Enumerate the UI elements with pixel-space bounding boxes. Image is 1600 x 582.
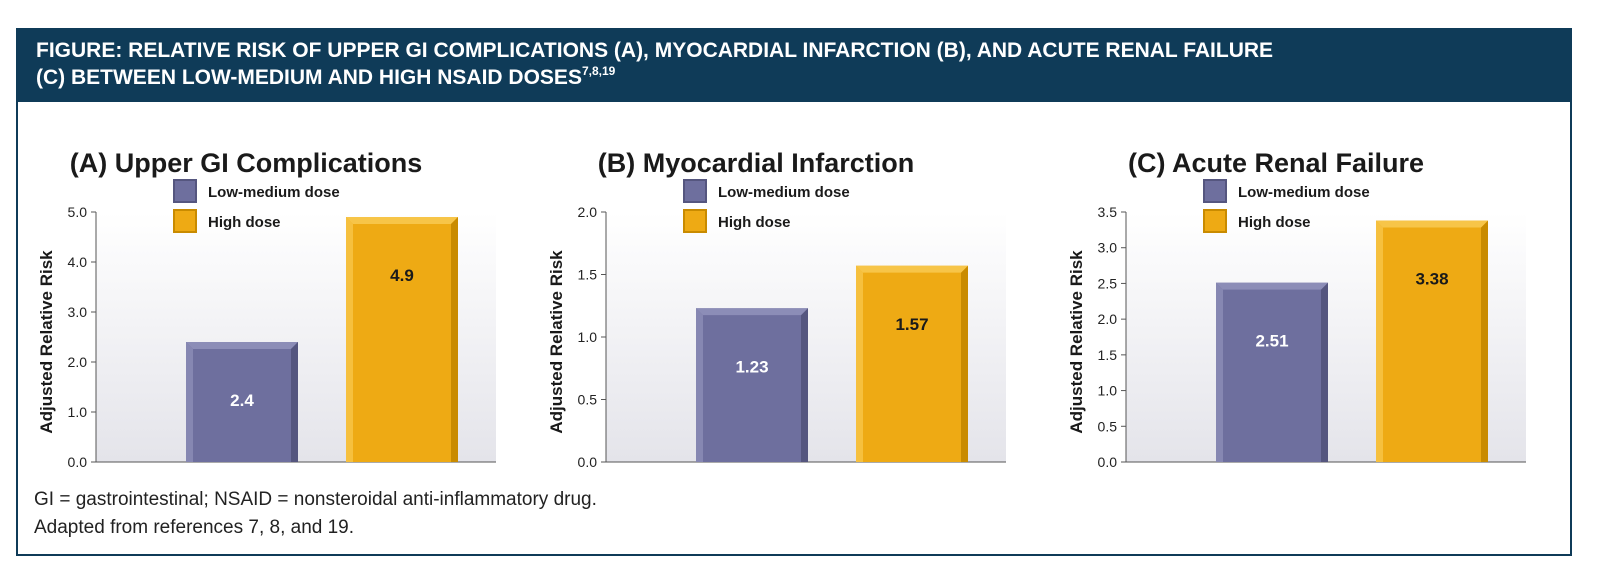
legend-high-dose: High dose bbox=[1203, 209, 1311, 233]
bar-low-medium-dose-bevel-left bbox=[696, 308, 703, 462]
figure-header: FIGURE: RELATIVE RISK OF UPPER GI COMPLI… bbox=[18, 30, 1570, 102]
legend-swatch bbox=[683, 179, 707, 203]
bar-low-medium-dose-bevel-left bbox=[1216, 282, 1223, 462]
footnote: GI = gastrointestinal; NSAID = nonsteroi… bbox=[34, 486, 597, 542]
legend-label: High dose bbox=[1238, 214, 1311, 231]
bar-high-dose-face bbox=[863, 272, 961, 462]
legend-label: Low-medium dose bbox=[1238, 184, 1370, 201]
legend-low-medium-dose: Low-medium dose bbox=[1203, 179, 1370, 203]
bar-value-label: 2.51 bbox=[1255, 332, 1288, 351]
bar-high-dose-bevel-right bbox=[451, 217, 458, 462]
y-tick-label: 3.5 bbox=[1098, 204, 1118, 220]
footnote-abbreviations: GI = gastrointestinal; NSAID = nonsteroi… bbox=[34, 489, 597, 510]
header-title-line2-text: (C) BETWEEN LOW-MEDIUM AND HIGH NSAID DO… bbox=[36, 66, 582, 89]
legend-swatch bbox=[173, 209, 197, 233]
bar-low-medium-dose-bevel-top bbox=[186, 342, 298, 349]
y-tick-label: 4.0 bbox=[68, 254, 88, 270]
y-axis-label: Adjusted Relative Risk bbox=[37, 250, 56, 434]
bar-high-dose bbox=[1376, 220, 1488, 462]
bar-high-dose-bevel-left bbox=[1376, 220, 1383, 462]
figure-box: FIGURE: RELATIVE RISK OF UPPER GI COMPLI… bbox=[16, 28, 1572, 556]
bar-high-dose-face bbox=[353, 224, 451, 462]
bar-high-dose-bevel-top bbox=[856, 265, 968, 273]
y-tick-label: 0.0 bbox=[578, 454, 598, 470]
bar-low-medium-dose-bevel-right bbox=[801, 308, 808, 462]
bar-high-dose-bevel-top bbox=[346, 217, 458, 224]
bar-low-medium-dose-bevel-top bbox=[1216, 282, 1328, 290]
legend-label: High dose bbox=[718, 214, 791, 231]
bar-low-medium-dose bbox=[1216, 282, 1328, 462]
bar-value-label: 1.23 bbox=[735, 357, 768, 376]
bar-low-medium-dose-face bbox=[193, 349, 291, 462]
header-title-line1: FIGURE: RELATIVE RISK OF UPPER GI COMPLI… bbox=[36, 39, 1274, 62]
bar-low-medium-dose bbox=[186, 342, 298, 462]
chart-upper-gi: (A) Upper GI Complications 0.0 1.0 2.0 3.0 4.… bbox=[37, 148, 496, 470]
y-tick-label: 3.0 bbox=[68, 304, 88, 320]
bar-value-label: 4.9 bbox=[390, 266, 414, 285]
bar-low-medium-dose-bevel-right bbox=[1321, 282, 1328, 462]
bar-high-dose-bevel-left bbox=[856, 265, 863, 462]
y-tick-label: 0.0 bbox=[1098, 454, 1118, 470]
bar-high-dose-bevel-top bbox=[1376, 220, 1488, 228]
legend-swatch bbox=[1203, 209, 1227, 233]
y-tick-label: 2.0 bbox=[578, 204, 598, 220]
panel-acute-renal-failure: (C) Acute Renal Failure 0.0 0.5 1.0 1.5 2.0 2.… bbox=[1048, 102, 1568, 482]
bar-high-dose-bevel-right bbox=[1481, 220, 1488, 462]
legend-label: Low-medium dose bbox=[208, 184, 340, 201]
header-references: 7,8,19 bbox=[581, 64, 616, 78]
y-tick-label: 2.0 bbox=[1098, 311, 1118, 327]
legend-swatch bbox=[173, 179, 197, 203]
bar-low-medium-dose-bevel-right bbox=[291, 342, 298, 462]
y-tick-label: 1.5 bbox=[578, 267, 598, 283]
bar-high-dose-bevel-left bbox=[346, 217, 353, 462]
y-tick-label: 1.0 bbox=[68, 404, 88, 420]
footnote-source: Adapted from references 7, 8, and 19. bbox=[34, 517, 355, 538]
chart-acute-renal-failure: (C) Acute Renal Failure 0.0 0.5 1.0 1.5 2.0 2.… bbox=[1067, 148, 1526, 470]
bar-value-label: 3.38 bbox=[1415, 270, 1448, 289]
y-tick-label: 0.5 bbox=[1098, 418, 1118, 434]
legend-high-dose: High dose bbox=[683, 209, 791, 233]
bar-low-medium-dose-face bbox=[703, 315, 801, 462]
legend-low-medium-dose: Low-medium dose bbox=[173, 179, 340, 203]
y-axis-label: Adjusted Relative Risk bbox=[1067, 250, 1086, 434]
panel-upper-gi: (A) Upper GI Complications 0.0 1.0 2.0 3.0 4.… bbox=[18, 102, 538, 482]
panel-myocardial-infarction: (B) Myocardial Infarction 0.0 0.5 1.0 1.5 2.0… bbox=[528, 102, 1048, 482]
bar-low-medium-dose-bevel-left bbox=[186, 342, 193, 462]
y-tick-label: 1.5 bbox=[1098, 347, 1118, 363]
bar-value-label: 1.57 bbox=[895, 315, 928, 334]
bar-high-dose bbox=[346, 217, 458, 462]
y-axis-label: Adjusted Relative Risk bbox=[547, 250, 566, 434]
legend-swatch bbox=[683, 209, 707, 233]
y-tick-label: 5.0 bbox=[68, 204, 88, 220]
y-tick-label: 1.0 bbox=[1098, 383, 1118, 399]
chart-title: (B) Myocardial Infarction bbox=[598, 148, 915, 178]
y-tick-label: 0.0 bbox=[68, 454, 88, 470]
chart-title: (C) Acute Renal Failure bbox=[1128, 148, 1424, 178]
chart-myocardial-infarction: (B) Myocardial Infarction 0.0 0.5 1.0 1.5 2.0… bbox=[547, 148, 1006, 470]
y-tick-label: 1.0 bbox=[578, 329, 598, 345]
y-tick-label: 2.0 bbox=[68, 354, 88, 370]
bar-high-dose-face bbox=[1383, 227, 1481, 462]
y-tick-label: 3.0 bbox=[1098, 240, 1118, 256]
legend-label: Low-medium dose bbox=[718, 184, 850, 201]
header-title-line2: (C) BETWEEN LOW-MEDIUM AND HIGH NSAID DO… bbox=[36, 64, 616, 90]
legend-high-dose: High dose bbox=[173, 209, 281, 233]
bar-value-label: 2.4 bbox=[230, 391, 254, 410]
legend-label: High dose bbox=[208, 214, 281, 231]
bar-low-medium-dose bbox=[696, 308, 808, 462]
chart-title: (A) Upper GI Complications bbox=[70, 148, 423, 178]
bar-high-dose-bevel-right bbox=[961, 265, 968, 462]
y-tick-label: 0.5 bbox=[578, 392, 598, 408]
y-tick-label: 2.5 bbox=[1098, 275, 1118, 291]
bar-low-medium-dose-bevel-top bbox=[696, 308, 808, 316]
bar-high-dose bbox=[856, 265, 968, 462]
legend-swatch bbox=[1203, 179, 1227, 203]
legend-low-medium-dose: Low-medium dose bbox=[683, 179, 850, 203]
bar-low-medium-dose-face bbox=[1223, 289, 1321, 462]
